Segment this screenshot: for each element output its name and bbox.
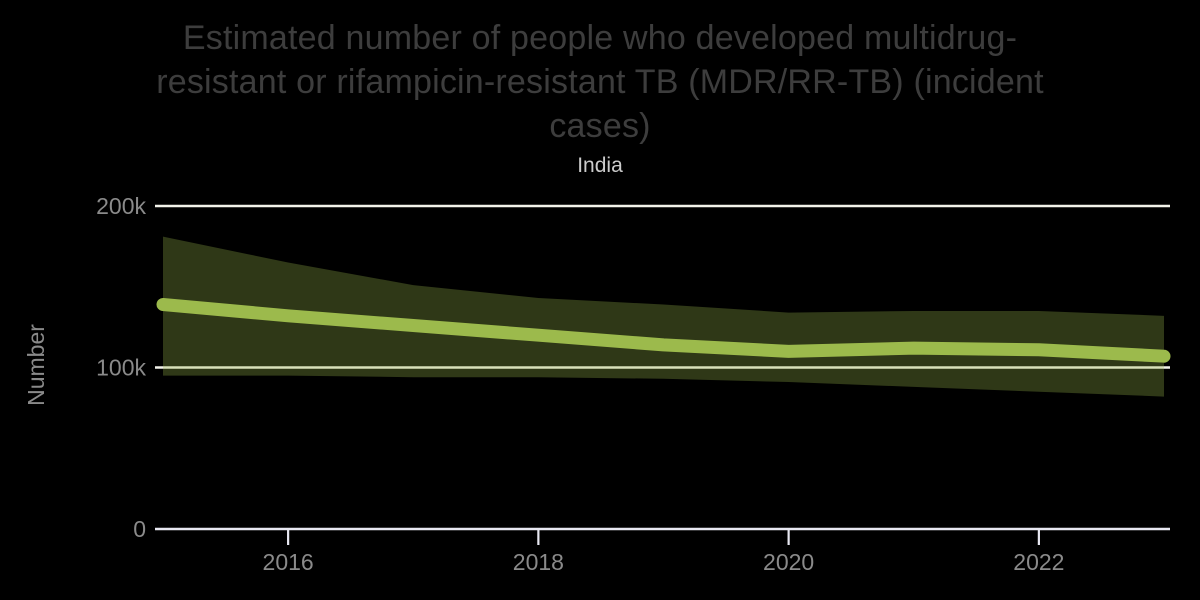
x-tick-label-2018: 2018 [513,549,564,575]
chart-title-line-3: cases) [549,107,651,145]
chart-title-line-2: resistant or rifampicin-resistant TB (MD… [156,63,1044,101]
chart-title: Estimated number of people who developed… [70,16,1130,148]
chart-title-line-1: Estimated number of people who developed… [182,19,1018,57]
y-axis-title: Number [23,324,49,406]
x-tick-label-2016: 2016 [263,549,314,575]
trend-line [156,298,1171,363]
y-tick-label-0: 0 [133,516,146,542]
uncertainty-band [163,236,1164,397]
y-tick-label-100k: 100k [96,355,146,381]
x-tick-label-2022: 2022 [1013,549,1064,575]
x-tick-label-2020: 2020 [763,549,814,575]
chart-subtitle: India [577,154,623,177]
y-tick-label-200k: 200k [96,193,146,219]
